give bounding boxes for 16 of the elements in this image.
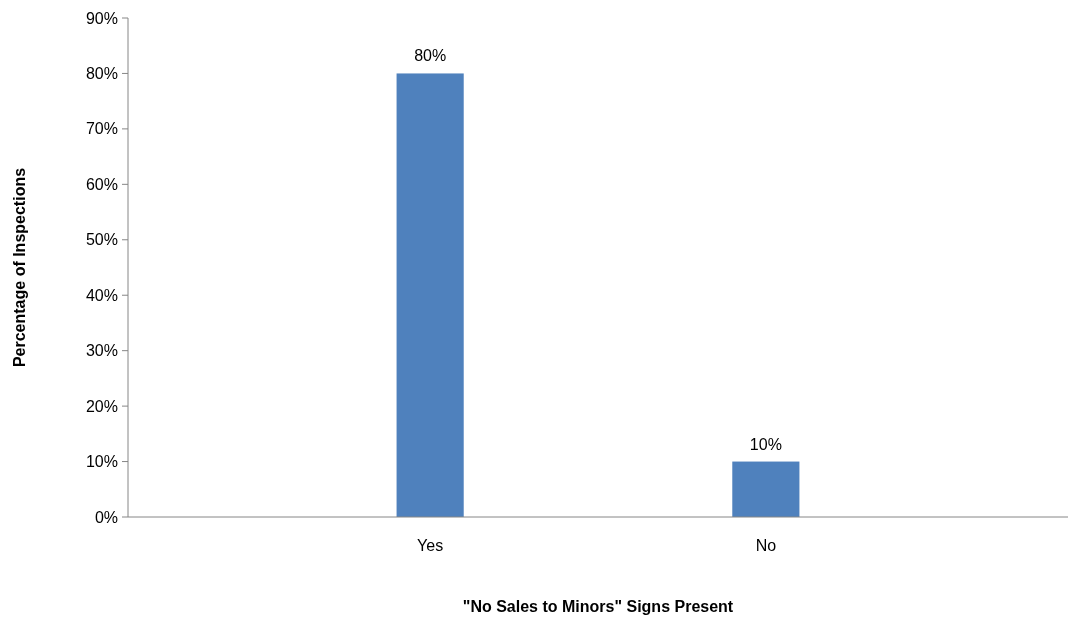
data-label: 10% (749, 435, 782, 453)
y-axis-title: Percentage of Inspections (11, 167, 28, 368)
data-label: 80% (414, 47, 447, 65)
x-axis-title: "No Sales to Minors" Signs Present (462, 598, 734, 615)
y-tick-label: 10% (85, 453, 118, 471)
y-tick-label: 0% (94, 508, 118, 526)
y-tick-label: 50% (85, 231, 118, 249)
y-tick-label: 60% (85, 175, 118, 193)
y-tick-label: 70% (85, 120, 118, 138)
y-tick-label: 30% (85, 342, 118, 360)
x-tick-label: Yes (417, 537, 444, 554)
y-tick-label: 20% (85, 397, 118, 415)
y-tick-label: 40% (85, 286, 118, 304)
y-tick-label: 90% (85, 9, 118, 27)
x-tick-label: No (755, 537, 777, 554)
y-tick-label: 80% (85, 65, 118, 83)
